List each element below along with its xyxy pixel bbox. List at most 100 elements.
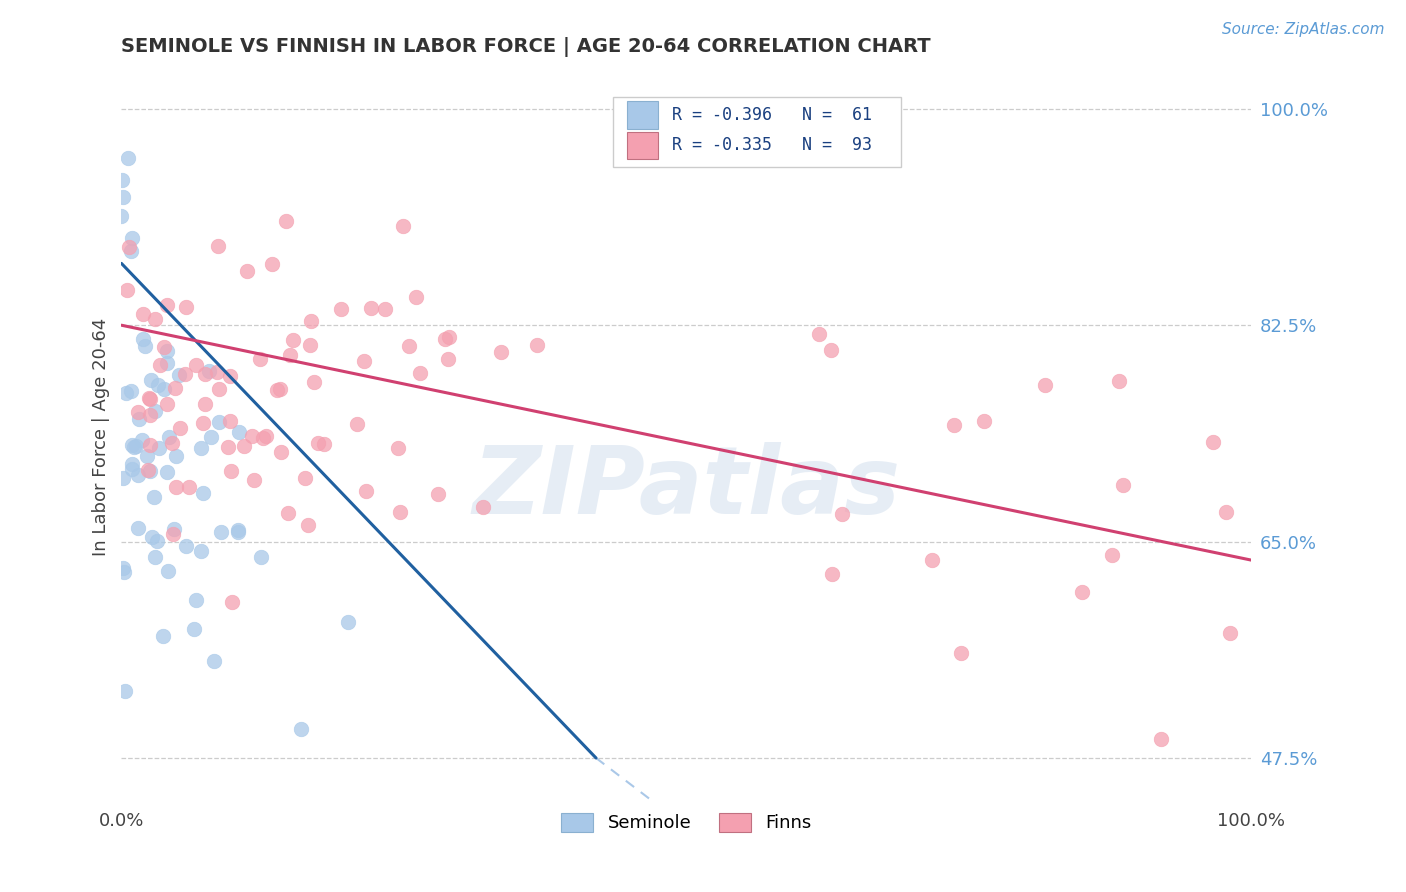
Point [122,441,145,455]
Point [434,332,457,346]
Point [127,405,149,419]
Point [294,471,316,485]
Point [194,397,217,411]
Point [200,430,222,444]
Point [165,480,187,494]
Point [208,416,231,430]
Point [226,523,249,537]
Point [405,290,427,304]
Point [409,367,432,381]
Point [219,368,242,383]
Point [165,449,187,463]
Point [337,615,360,629]
Point [217,441,239,455]
Point [831,508,853,522]
Point [1150,732,1173,747]
Point [232,439,254,453]
Point [131,433,153,447]
Point [1101,549,1123,563]
Point [153,382,176,396]
Point [127,521,149,535]
Point [139,464,162,478]
Point [427,487,450,501]
Point [111,190,134,204]
Point [127,468,149,483]
Text: R = -0.335   N =  93: R = -0.335 N = 93 [672,136,872,154]
Point [148,441,170,455]
Point [226,524,249,539]
Point [254,429,277,443]
Point [526,337,548,351]
Point [299,314,322,328]
Point [398,339,420,353]
Point [156,298,179,312]
Point [207,239,229,253]
Point [329,302,352,317]
Point [156,344,179,359]
Point [270,445,292,459]
Point [157,565,180,579]
Point [942,418,965,433]
Point [121,231,143,245]
Point [177,479,200,493]
Point [973,414,995,428]
Point [235,264,257,278]
Point [121,457,143,471]
Point [146,533,169,548]
Point [845,145,868,160]
Point [136,463,159,477]
Point [290,723,312,737]
Point [489,345,512,359]
Point [118,240,141,254]
Point [252,431,274,445]
Point [228,425,250,439]
Point [153,340,176,354]
Point [132,332,155,346]
Point [134,339,156,353]
Point [219,465,242,479]
Point [169,421,191,435]
Point [143,490,166,504]
Point [242,473,264,487]
Point [360,301,382,315]
Point [114,684,136,698]
Point [148,378,170,392]
Point [162,527,184,541]
Point [169,368,191,383]
Point [302,375,325,389]
Point [388,505,411,519]
Point [207,365,229,379]
Point [120,384,142,398]
Point [1202,435,1225,450]
Point [174,301,197,315]
Point [387,441,409,455]
Point [112,565,135,579]
Point [156,356,179,370]
Point [143,404,166,418]
Point [260,257,283,271]
Point [125,439,148,453]
Point [174,368,197,382]
Point [114,385,136,400]
Point [1219,626,1241,640]
Point [274,214,297,228]
Point [156,396,179,410]
Point [143,549,166,564]
Y-axis label: In Labor Force | Age 20-64: In Labor Force | Age 20-64 [93,318,110,556]
Point [115,283,138,297]
Point [157,430,180,444]
Point [186,358,208,372]
Point [110,209,132,223]
Point [194,367,217,381]
Point [240,429,263,443]
Point [149,358,172,372]
Point [193,417,215,431]
Point [121,462,143,476]
Point [207,382,229,396]
Point [219,414,242,428]
Point [198,364,221,378]
Point [131,307,153,321]
Point [297,518,319,533]
Point [156,465,179,479]
Point [121,438,143,452]
